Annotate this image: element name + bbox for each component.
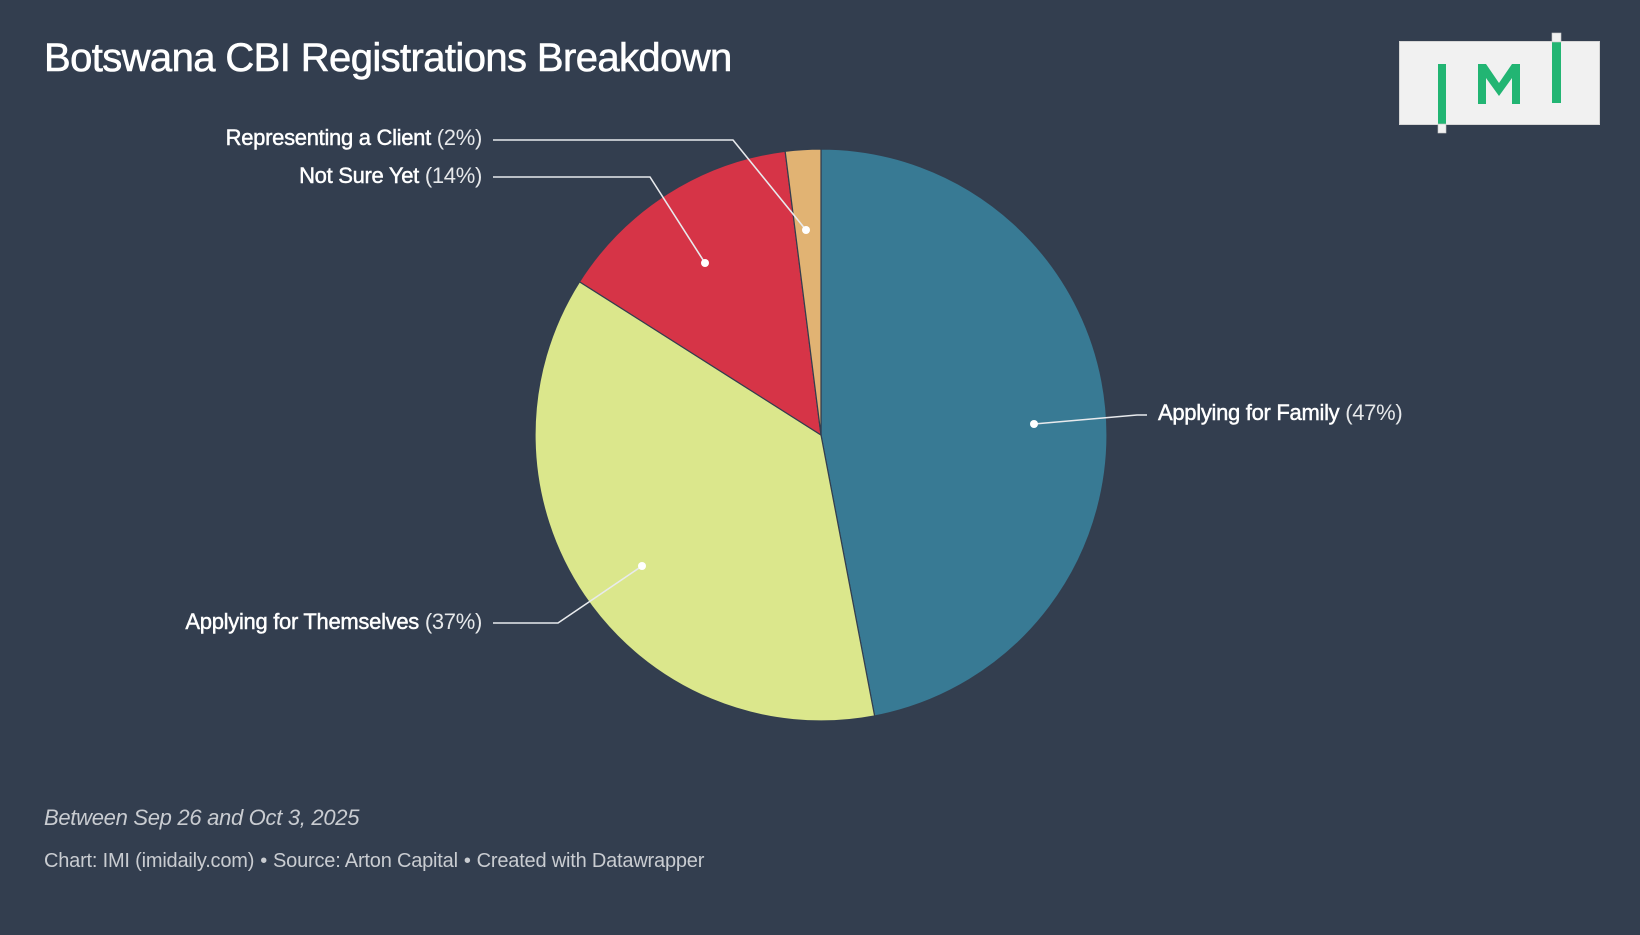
chart-title: Botswana CBI Registrations Breakdown — [44, 36, 733, 81]
slice-label-representing-a-client: Representing a Client (2%) — [225, 125, 483, 151]
slice-label-percent: (14%) — [424, 163, 482, 188]
leader-line — [493, 139, 807, 231]
chart-notes: Between Sep 26 and Oct 3, 2025 — [44, 805, 360, 830]
slice-label-name: Applying for Themselves — [185, 609, 419, 634]
chart-source: Source: Arton Capital — [273, 850, 458, 872]
leader-dot — [1030, 420, 1038, 428]
slice-label-percent: (37%) — [424, 609, 482, 634]
slice-label-applying-for-themselves: Applying for Themselves (37%) — [185, 609, 482, 635]
chart-credit: Chart: IMI (imidaily.com) — [44, 850, 255, 872]
slice-label-percent: (47%) — [1345, 400, 1403, 425]
leader-dot — [701, 259, 709, 267]
slice-label-not-sure-yet: Not Sure Yet (14%) — [299, 163, 482, 189]
footer-separator: • — [463, 850, 471, 872]
leader-line — [1033, 414, 1147, 425]
imi-logo — [1400, 32, 1599, 134]
pie-slice — [578, 150, 822, 437]
leader-line — [493, 565, 643, 624]
imi-logo-icon — [1437, 32, 1562, 134]
slice-label-name: Applying for Family — [1158, 400, 1340, 425]
footer-separator: • — [260, 850, 268, 872]
pie-slice — [534, 280, 876, 722]
slice-label-percent: (2%) — [436, 125, 483, 150]
leader-dot — [638, 562, 646, 570]
slice-label-name: Not Sure Yet — [299, 163, 420, 188]
leader-dot — [802, 226, 810, 234]
pie-slice — [784, 148, 822, 436]
leader-line — [493, 176, 706, 264]
created-with: Created with Datawrapper — [476, 850, 705, 872]
slice-label-name: Representing a Client — [225, 125, 431, 150]
slice-label-applying-for-family: Applying for Family (47%) — [1158, 400, 1403, 426]
chart-footer: Chart: IMI (imidaily.com) • Source: Arton … — [44, 850, 704, 873]
pie-slice — [820, 148, 1108, 717]
